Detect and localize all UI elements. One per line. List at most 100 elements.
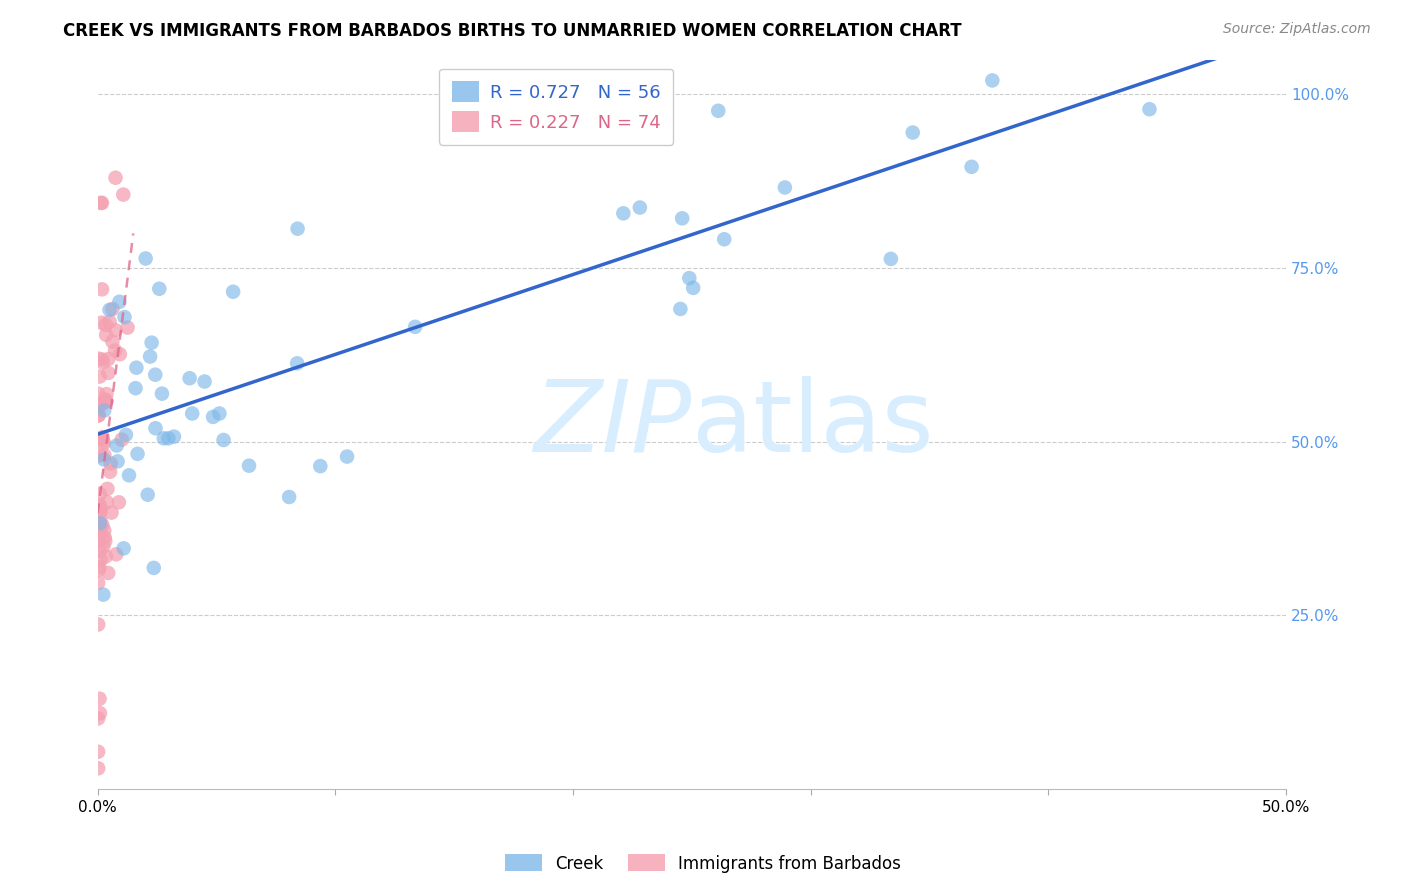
Point (104, 343, 127, 358)
Point (141, 335, 163, 350)
Point (125, 360, 148, 375)
Point (127, 447, 149, 461)
Point (669, 301, 692, 316)
Point (101, 301, 124, 316)
Point (87, 563, 110, 577)
Point (93, 448, 115, 462)
Point (93, 434, 115, 449)
Point (105, 547, 128, 561)
Point (89, 500, 111, 515)
Point (112, 187, 135, 202)
Point (148, 282, 170, 296)
Point (91, 352, 114, 367)
Point (89, 398, 111, 412)
Point (89, 516, 111, 531)
Point (87, 408, 110, 422)
Point (114, 310, 136, 325)
Point (97, 366, 120, 380)
Point (94, 534, 117, 549)
Point (108, 347, 131, 361)
Point (89, 525, 111, 540)
Point (100, 506, 122, 520)
Point (98, 315, 121, 329)
Point (285, 356, 308, 370)
Point (671, 211, 693, 226)
Point (87, 351, 110, 366)
Point (87, 761, 110, 775)
Point (981, 73, 1004, 87)
Point (89, 691, 111, 706)
Point (707, 103, 730, 118)
Point (90, 196, 112, 211)
Text: Source: ZipAtlas.com: Source: ZipAtlas.com (1223, 22, 1371, 37)
Point (1139, 102, 1161, 116)
Point (90, 398, 112, 412)
Point (901, 126, 924, 140)
Point (87, 511, 110, 525)
Point (93, 452, 115, 467)
Point (94, 394, 117, 409)
Point (87, 533, 110, 548)
Point (682, 281, 704, 295)
Point (94, 549, 117, 564)
Point (87, 409, 110, 423)
Point (96, 387, 118, 401)
Point (90, 504, 112, 518)
Point (108, 495, 131, 509)
Point (449, 123, 471, 137)
Point (96, 394, 118, 409)
Point (91, 282, 114, 296)
Point (87, 449, 110, 463)
Point (89, 513, 111, 527)
Point (222, 285, 245, 299)
Point (107, 454, 129, 468)
Point (773, 180, 796, 194)
Point (91, 518, 114, 533)
Point (87, 711, 110, 725)
Point (93, 530, 115, 544)
Point (278, 490, 301, 504)
Text: atlas: atlas (692, 376, 934, 473)
Point (145, 421, 167, 435)
Point (713, 232, 735, 246)
Point (628, 201, 651, 215)
Point (135, 252, 157, 266)
Point (96, 495, 118, 509)
Point (93, 524, 115, 538)
Legend: Creek, Immigrants from Barbados: Creek, Immigrants from Barbados (498, 847, 908, 880)
Point (90, 432, 112, 446)
Point (87, 617, 110, 632)
Point (100, 457, 122, 471)
Point (115, 427, 138, 442)
Point (89, 706, 111, 721)
Point (97, 566, 120, 580)
Point (97, 352, 120, 367)
Text: CREEK VS IMMIGRANTS FROM BARBADOS BIRTHS TO UNMARRIED WOMEN CORRELATION CHART: CREEK VS IMMIGRANTS FROM BARBADOS BIRTHS… (63, 22, 962, 40)
Point (89, 498, 111, 512)
Point (87, 508, 110, 522)
Point (89, 520, 111, 534)
Point (87, 575, 110, 590)
Point (91, 430, 114, 444)
Point (139, 350, 162, 364)
Point (336, 450, 359, 464)
Point (105, 438, 128, 452)
Point (117, 320, 139, 334)
Point (960, 160, 983, 174)
Point (124, 381, 146, 395)
Legend: R = 0.727   N = 56, R = 0.227   N = 74: R = 0.727 N = 56, R = 0.227 N = 74 (440, 69, 673, 145)
Point (143, 368, 166, 382)
Point (104, 170, 127, 185)
Point (404, 319, 426, 334)
Point (89, 560, 111, 574)
Point (91, 540, 114, 554)
Point (93, 436, 115, 450)
Point (89, 487, 111, 501)
Point (238, 458, 260, 473)
Point (91, 355, 114, 369)
Point (98, 465, 121, 479)
Point (108, 294, 131, 309)
Point (94, 392, 117, 407)
Point (91, 195, 114, 210)
Point (89, 544, 111, 558)
